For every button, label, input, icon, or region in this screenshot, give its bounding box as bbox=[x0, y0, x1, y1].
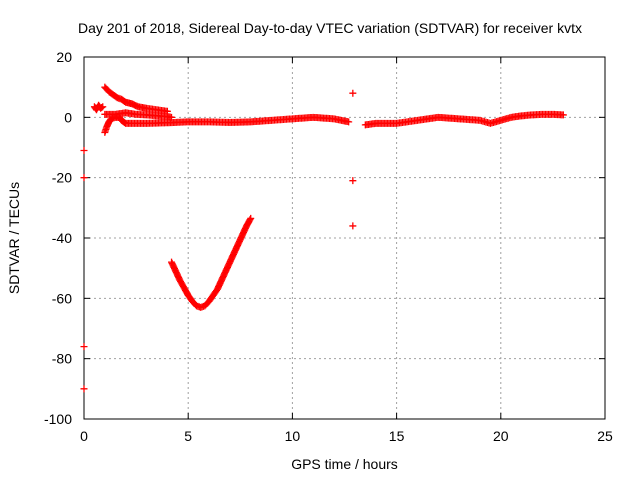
y-tick-label: 0 bbox=[64, 109, 72, 125]
x-tick-label: 20 bbox=[493, 428, 509, 444]
data-point bbox=[99, 103, 107, 111]
data-point bbox=[80, 343, 88, 351]
x-tick-label: 25 bbox=[597, 428, 613, 444]
x-tick-label: 5 bbox=[184, 428, 192, 444]
y-axis-label: SDTVAR / TECUs bbox=[6, 181, 22, 295]
data-point bbox=[349, 177, 357, 185]
y-tick-label: 20 bbox=[56, 49, 72, 65]
x-tick-label: 0 bbox=[80, 428, 88, 444]
chart-title: Day 201 of 2018, Sidereal Day-to-day VTE… bbox=[78, 20, 582, 36]
plot-area: 0 5 10 15 20 25 -100 -80 -60 -40 -20 0 20 bbox=[44, 49, 613, 444]
data-point bbox=[80, 174, 88, 182]
x-tick-label: 10 bbox=[285, 428, 301, 444]
data-point bbox=[80, 147, 88, 155]
data-point bbox=[246, 216, 254, 224]
data-point bbox=[349, 222, 357, 230]
y-tick-label: -100 bbox=[44, 411, 72, 427]
y-tick-label: -60 bbox=[52, 290, 72, 306]
data-point bbox=[559, 111, 567, 119]
data-points bbox=[80, 83, 567, 393]
x-tick-label: 15 bbox=[389, 428, 405, 444]
data-point bbox=[349, 89, 357, 97]
data-point bbox=[80, 385, 88, 393]
y-tick-label: -40 bbox=[52, 230, 72, 246]
data-point bbox=[247, 214, 255, 222]
y-tick-label: -20 bbox=[52, 170, 72, 186]
y-axis: -100 -80 -60 -40 -20 0 20 bbox=[44, 49, 605, 427]
x-axis-label: GPS time / hours bbox=[291, 456, 398, 472]
y-tick-label: -80 bbox=[52, 351, 72, 367]
data-point bbox=[345, 118, 353, 126]
data-point bbox=[168, 113, 176, 121]
x-axis: 0 5 10 15 20 25 bbox=[80, 57, 613, 444]
data-point bbox=[98, 104, 106, 112]
